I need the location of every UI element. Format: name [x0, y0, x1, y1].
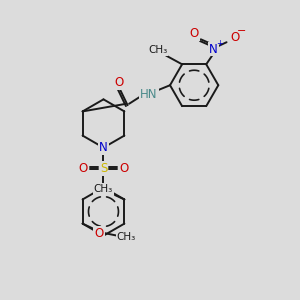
Text: O: O [115, 76, 124, 89]
Text: CH₃: CH₃ [116, 232, 136, 242]
Text: CH₃: CH₃ [94, 184, 113, 194]
Text: S: S [100, 162, 107, 175]
Text: CH₃: CH₃ [148, 45, 167, 55]
Text: N: N [99, 141, 108, 154]
Text: O: O [231, 31, 240, 44]
Text: +: + [216, 39, 223, 48]
Text: −: − [237, 26, 246, 36]
Text: O: O [119, 162, 129, 175]
Text: O: O [190, 27, 199, 40]
Text: O: O [78, 162, 88, 175]
Text: N: N [209, 43, 218, 56]
Text: O: O [94, 226, 104, 239]
Text: HN: HN [140, 88, 158, 100]
